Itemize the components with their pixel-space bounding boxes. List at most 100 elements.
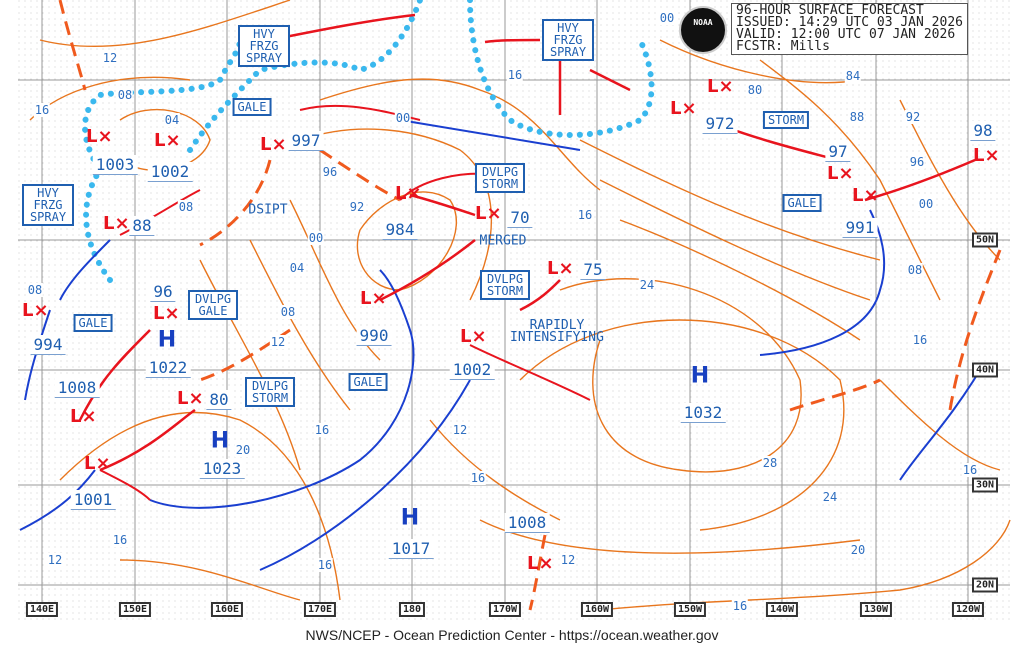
low-pressure-label: 98 [970,121,996,141]
low-center-icon: L× [260,134,287,155]
low-pressure-label: 1001 [70,490,116,510]
isobar-label: 12 [101,51,119,65]
developing-storm-warning: DVLPG STORM [480,270,530,300]
high-symbol: H [157,327,177,353]
isobar-label: 24 [638,278,656,292]
high-pressure-label: 1023 [199,459,245,479]
low-pressure-label: 994 [30,335,66,355]
longitude-label: 180 [398,602,426,617]
isobar-label: 80 [746,83,764,97]
low-center-icon: L× [460,326,487,347]
low-pressure-label: 972 [702,114,738,134]
high-symbol: H [690,363,710,389]
low-pressure-label: 990 [356,326,392,346]
low-pressure-label: 70 [507,208,533,228]
isobar-label: 16 [961,463,979,477]
low-pressure-label: 1002 [147,162,193,182]
isobar-label: 12 [451,423,469,437]
isobar-label: 16 [469,471,487,485]
troughs [58,0,1002,611]
low-pressure-label: 1008 [54,378,100,398]
isobar-label: 16 [506,68,524,82]
developing-gale-warning: DVLPG GALE [188,290,238,320]
low-pressure-label: 991 [842,218,878,238]
hvy-frzg-spray-warning: HVY FRZG SPRAY [238,25,290,67]
low-pressure-label: 984 [382,220,418,240]
forecaster: FCSTR: Mills [736,39,830,54]
longitude-label: 130W [859,602,893,617]
isobar-label: 12 [269,335,287,349]
isobar-label: 00 [658,11,676,25]
developing-low-label: 80 [206,390,232,410]
hvy-frzg-spray-warning: HVY FRZG SPRAY [22,184,74,226]
isobar-label: 12 [46,553,64,567]
isobar-label: 00 [917,197,935,211]
low-center-icon: L× [154,130,181,151]
hvy-frzg-spray-warning: HVY FRZG SPRAY [542,19,594,61]
isobar-label: 08 [177,200,195,214]
low-pressure-label: 1002 [449,360,495,380]
isobar-label: 16 [313,423,331,437]
latitude-label: 30N [972,477,999,493]
low-center-icon: L× [670,98,697,119]
isobar-label: 16 [731,599,749,613]
storm-warning: STORM [762,111,810,129]
low-center-icon: L× [177,388,204,409]
merged-note: MERGED [479,233,527,249]
isobar-label: 96 [908,155,926,169]
high-pressure-label: 1022 [145,358,191,378]
freezing-spray-areas [82,0,655,283]
isobar-label: 16 [316,558,334,572]
low-pressure-label: 997 [288,131,324,151]
dissipating-note: DSIPT [248,202,288,218]
isobar-label: 16 [33,103,51,117]
low-center-icon: L× [527,553,554,574]
warm-fronts [99,104,591,501]
longitude-label: 150W [673,602,707,617]
isobar-label: 00 [307,231,325,245]
isobar-label: 28 [761,456,779,470]
footer-credit: NWS/NCEP - Ocean Prediction Center - htt… [305,627,719,643]
high-symbol: H [210,428,230,454]
isobar-label: 16 [911,333,929,347]
developing-low-label: 96 [150,282,176,302]
low-center-icon: L× [395,183,422,204]
low-center-icon: L× [103,213,130,234]
isobar-label: 08 [116,88,134,102]
low-center-icon: L× [360,288,387,309]
longitude-label: 170W [488,602,522,617]
isobar-label: 20 [234,443,252,457]
high-pressure-label: 1017 [388,539,434,559]
gale-warning: GALE [232,98,272,116]
low-pressure-label: 1008 [504,513,550,533]
noaa-logo: NOAA [679,6,727,54]
longitude-label: 170E [303,602,337,617]
longitude-label: 140W [765,602,799,617]
developing-storm-warning: DVLPG STORM [245,377,295,407]
low-center-icon: L× [86,126,113,147]
isobar-label: 00 [394,111,412,125]
high-symbol: H [400,505,420,531]
low-pressure-label: 1003 [92,155,138,175]
low-center-icon: L× [852,185,879,206]
forecast-title: 96-HOUR SURFACE FORECAST [736,3,924,18]
low-center-icon: L× [827,163,854,184]
low-pressure-label: 97 [825,142,851,162]
issued-time: ISSUED: 14:29 UTC 03 JAN 2026 [736,15,963,30]
low-pressure-label: 75 [580,260,606,280]
valid-time: VALID: 12:00 UTC 07 JAN 2026 [736,27,956,42]
high-pressure-label: 1032 [680,403,726,423]
isobar-label: 04 [163,113,181,127]
isobar-label: 92 [348,200,366,214]
longitude-label: 140E [25,602,59,617]
low-center-icon: L× [84,453,111,474]
longitude-label: 120W [951,602,985,617]
low-center-icon: L× [547,258,574,279]
gale-warning: GALE [73,314,113,332]
isobar-label: 16 [576,208,594,222]
cold-fronts [19,119,981,571]
isobar-label: 84 [844,69,862,83]
latitude-label: 40N [972,362,999,378]
low-pressure-label: 88 [129,216,155,236]
